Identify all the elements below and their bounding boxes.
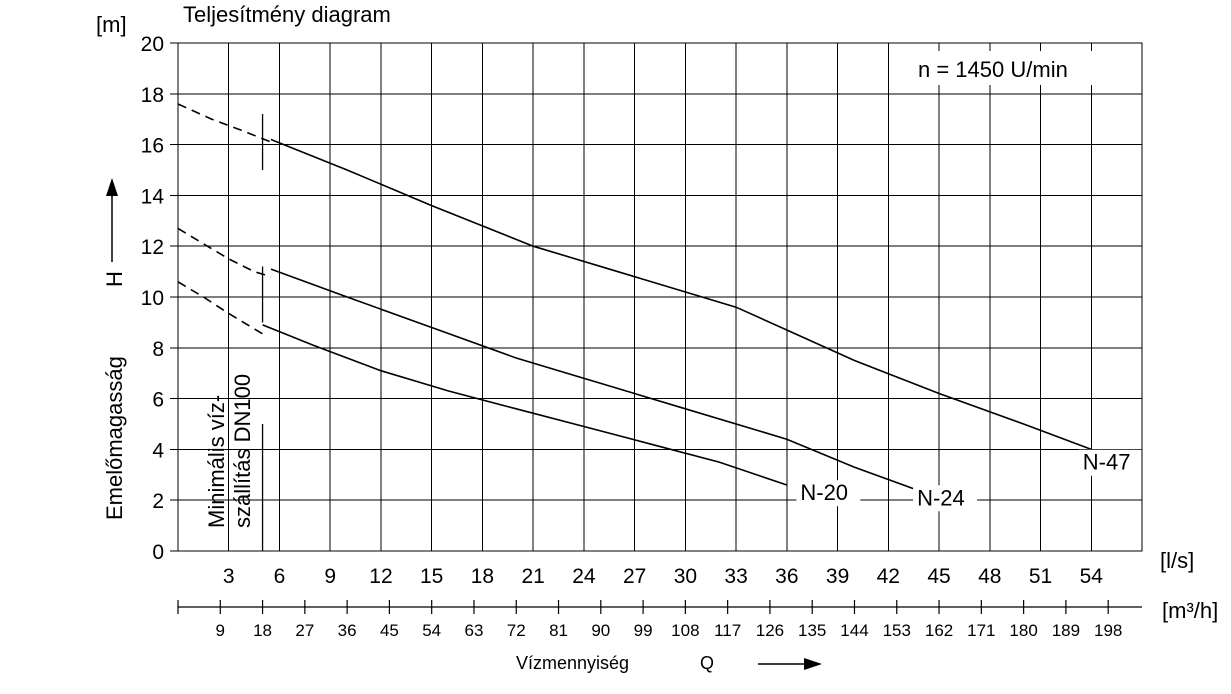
min-flow-label-line2: szállítás DN100 xyxy=(230,374,255,528)
x-tick-label: 45 xyxy=(927,565,950,588)
x2-tick-label: 126 xyxy=(756,621,784,640)
x-tick-label: 54 xyxy=(1080,565,1104,588)
x2-tick-label: 99 xyxy=(634,621,653,640)
x2-tick-label: 45 xyxy=(380,621,399,640)
series-n-20-line xyxy=(262,324,788,486)
speed-annotation: n = 1450 U/min xyxy=(918,57,1068,82)
series-n-20-label-bg xyxy=(796,480,861,507)
y-tick-label: 2 xyxy=(152,490,164,513)
series-n-24-dashed xyxy=(177,227,272,278)
series-n-47-dashed xyxy=(177,103,272,143)
y-tick-label: 20 xyxy=(141,33,164,56)
x-tick-label: 51 xyxy=(1029,565,1052,588)
min-flow-label-group: Minimális víz- szállítás DN100 xyxy=(204,374,255,528)
x-tick-label: 48 xyxy=(978,565,1001,588)
y-tick-label: 12 xyxy=(141,236,164,259)
x2-tick-label: 81 xyxy=(549,621,568,640)
x-unit-label: [l/s] xyxy=(1160,548,1194,573)
series-n-20-dashed xyxy=(177,281,264,335)
y-axis-symbol: H xyxy=(102,271,127,287)
x2-tick-label: 27 xyxy=(295,621,314,640)
x-tick-label: 3 xyxy=(223,565,235,588)
x2-tick-label: 90 xyxy=(591,621,610,640)
secondary-x-axis: 9 18 27 36 45 54 63 72 81 90 99 108 117 126 135 144 153 1… xyxy=(177,600,1142,640)
series-n-47-line xyxy=(270,138,1092,451)
series-n-47-label: N-47 xyxy=(1083,450,1131,475)
x-tick-label: 39 xyxy=(826,565,849,588)
y-arrow-icon xyxy=(106,178,118,262)
series-n-24-label-bg xyxy=(913,485,978,512)
grid xyxy=(170,42,1142,552)
x2-tick-label: 108 xyxy=(671,621,699,640)
x-tick-label: 18 xyxy=(471,565,494,588)
y-tick-label: 10 xyxy=(141,287,164,310)
x-tick-label: 42 xyxy=(877,565,900,588)
y-tick-label: 14 xyxy=(141,185,165,208)
series-n-24-line xyxy=(270,268,918,491)
plot-frame xyxy=(177,42,1143,552)
x-tick-label: 33 xyxy=(724,565,747,588)
x2-tick-label: 9 xyxy=(216,621,225,640)
y-tick-label: 18 xyxy=(141,84,164,107)
annotation-bg xyxy=(900,51,1132,85)
y-axis-label: Emelőmagasság xyxy=(102,356,127,520)
x2-tick-label: 180 xyxy=(1009,621,1037,640)
x-tick-label: 27 xyxy=(623,565,646,588)
x2-tick-label: 18 xyxy=(253,621,272,640)
min-flow-label-line1: Minimális víz- xyxy=(204,395,229,528)
x-tick-label: 24 xyxy=(572,565,596,588)
y-axis-symbol-group: H xyxy=(102,271,127,287)
x-tick-label: 36 xyxy=(775,565,798,588)
x-tick-label: 6 xyxy=(274,565,286,588)
x-tick-label: 15 xyxy=(420,565,443,588)
x2-tick-label: 162 xyxy=(925,621,953,640)
x-tick-label: 12 xyxy=(369,565,392,588)
x2-tick-label: 189 xyxy=(1052,621,1080,640)
y-tick-label: 16 xyxy=(141,135,164,158)
x-tick-label: 9 xyxy=(324,565,336,588)
series-n-47-label-bg xyxy=(1078,449,1143,476)
x2-tick-label: 198 xyxy=(1094,621,1122,640)
x2-tick-label: 117 xyxy=(714,621,741,640)
x2-tick-label: 72 xyxy=(507,621,526,640)
x2-tick-label: 144 xyxy=(840,621,868,640)
y-tick-label: 8 xyxy=(152,338,164,361)
y-axis-title: Emelőmagasság xyxy=(102,356,127,520)
series: N-20 N-24 N-47 xyxy=(177,103,1143,512)
x-tick-label: 21 xyxy=(521,565,544,588)
series-n-20-label: N-20 xyxy=(800,480,848,505)
x2-tick-label: 135 xyxy=(798,621,826,640)
chart-title: Teljesítmény diagram xyxy=(183,2,391,27)
x-axis-label: Vízmennyiség xyxy=(516,653,629,673)
series-n-24-label: N-24 xyxy=(917,485,965,510)
x-arrow-icon xyxy=(758,658,822,670)
x2-tick-label: 54 xyxy=(422,621,441,640)
y-tick-label: 6 xyxy=(152,389,164,412)
x2-tick-label: 63 xyxy=(465,621,484,640)
x-tick-label: 30 xyxy=(674,565,697,588)
x2-unit-label: [m³/h] xyxy=(1162,598,1218,623)
tick-labels: 3 6 9 12 15 18 21 24 27 30 33 36 39 42 45 48 51 540246810… xyxy=(141,33,1104,588)
x2-tick-label: 153 xyxy=(883,621,911,640)
y-unit-label: [m] xyxy=(96,12,127,37)
x2-tick-label: 171 xyxy=(967,621,995,640)
y-tick-label: 0 xyxy=(152,541,164,564)
y-tick-label: 4 xyxy=(152,439,164,462)
x-axis-symbol: Q xyxy=(700,653,714,673)
x2-tick-label: 36 xyxy=(338,621,357,640)
